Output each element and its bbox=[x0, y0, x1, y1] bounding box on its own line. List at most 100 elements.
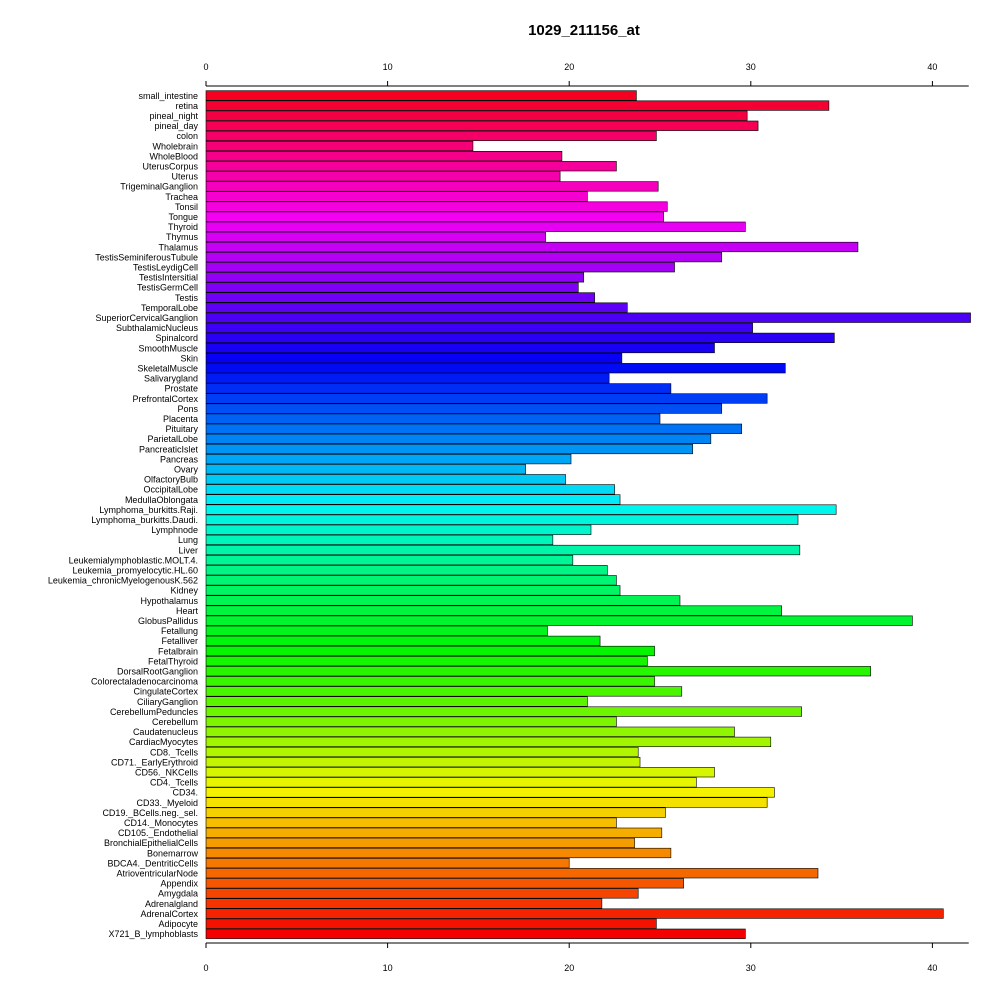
top-tick-label: 40 bbox=[927, 62, 937, 72]
bottom-x-axis: 0 10 20 30 40 bbox=[203, 942, 969, 973]
bar bbox=[205, 453, 572, 465]
category-label: PancreaticIslet bbox=[139, 444, 199, 454]
bars-group bbox=[205, 90, 971, 939]
bar bbox=[205, 686, 683, 697]
bar bbox=[205, 90, 637, 101]
bar bbox=[205, 443, 693, 455]
bar bbox=[205, 373, 610, 384]
bottom-tick-label: 30 bbox=[746, 963, 756, 973]
top-tick-label: 30 bbox=[746, 62, 756, 72]
category-label: Trachea bbox=[165, 192, 198, 202]
bar bbox=[205, 756, 641, 768]
bar bbox=[205, 807, 666, 818]
category-label: BDCA4._DentriticCells bbox=[107, 858, 198, 868]
category-label: Adrenalgland bbox=[145, 899, 198, 909]
category-label: Leukemia_chronicMyelogenousK.562 bbox=[48, 576, 198, 586]
bar bbox=[205, 706, 802, 717]
category-label: Lymphoma_burkitts.Daudi. bbox=[91, 515, 198, 525]
bar bbox=[205, 696, 588, 707]
category-label: Salivarygland bbox=[144, 374, 198, 384]
category-label: TrigeminalGanglion bbox=[120, 182, 198, 192]
bar bbox=[205, 726, 735, 737]
top-x-axis: 0 10 20 30 40 bbox=[203, 62, 969, 87]
category-label: Placenta bbox=[163, 414, 198, 424]
bar bbox=[205, 352, 623, 364]
bar bbox=[205, 191, 588, 202]
bar bbox=[205, 585, 621, 596]
category-label: CerebellumPeduncles bbox=[110, 707, 199, 717]
category-label: OccipitalLobe bbox=[143, 485, 198, 495]
bar bbox=[205, 423, 743, 434]
bar bbox=[205, 302, 628, 313]
category-label: small_intestine bbox=[138, 91, 198, 101]
category-label: pineal_night bbox=[149, 111, 198, 121]
bar bbox=[205, 928, 746, 939]
category-label: OlfactoryBulb bbox=[144, 475, 198, 485]
chart-title: 1029_211156_at bbox=[528, 22, 640, 39]
category-label: Pons bbox=[177, 404, 198, 414]
bar bbox=[205, 868, 819, 879]
bar bbox=[205, 484, 615, 495]
bottom-tick-label: 0 bbox=[203, 963, 208, 973]
bar bbox=[205, 676, 655, 687]
bar bbox=[205, 565, 608, 576]
category-label: Leukemia_promyelocytic.HL.60 bbox=[72, 566, 198, 576]
bar bbox=[205, 393, 768, 404]
top-tick-label: 10 bbox=[383, 62, 393, 72]
category-label: Pituitary bbox=[165, 424, 198, 434]
category-label: SkeletalMuscle bbox=[137, 364, 198, 374]
category-label: CD14._Monocytes bbox=[124, 818, 199, 828]
bar bbox=[205, 544, 801, 556]
category-label: Ovary bbox=[174, 465, 199, 475]
category-label: TestisLeydigCell bbox=[133, 263, 198, 273]
bar bbox=[205, 767, 715, 778]
category-label: CD34. bbox=[172, 788, 198, 798]
bar bbox=[205, 857, 570, 869]
category-label: retina bbox=[175, 101, 198, 111]
category-label: CingulateCortex bbox=[133, 687, 198, 697]
bar bbox=[205, 383, 672, 394]
category-label: Adipocyte bbox=[158, 919, 198, 929]
category-label: Fetalliver bbox=[161, 636, 198, 646]
category-label: CD56._NKCells bbox=[135, 768, 199, 778]
category-label: CD4._Tcells bbox=[150, 778, 199, 788]
bar bbox=[205, 181, 659, 192]
bar bbox=[205, 474, 566, 485]
bar bbox=[205, 605, 782, 616]
category-label: Hypothalamus bbox=[140, 596, 198, 606]
category-label: Wholebrain bbox=[152, 141, 198, 151]
category-label: CD105._Endothelial bbox=[118, 828, 198, 838]
bar bbox=[205, 161, 617, 172]
category-label: Amygdala bbox=[158, 889, 198, 899]
bar bbox=[205, 655, 648, 667]
bar bbox=[205, 837, 635, 848]
category-label: Testis bbox=[175, 293, 199, 303]
category-label: Fetalbrain bbox=[158, 646, 198, 656]
bar bbox=[205, 918, 657, 929]
category-label: UterusCorpus bbox=[142, 162, 198, 172]
category-label: TestisSeminiferousTubule bbox=[95, 252, 198, 262]
category-label: BronchialEpithelialCells bbox=[104, 838, 199, 848]
category-label: Pancreas bbox=[160, 454, 199, 464]
bottom-tick-label: 20 bbox=[564, 963, 574, 973]
bar bbox=[205, 847, 672, 859]
bar bbox=[205, 554, 574, 566]
category-label: colon bbox=[176, 131, 198, 141]
bar bbox=[205, 282, 579, 293]
category-label: Lung bbox=[178, 535, 198, 545]
bar bbox=[205, 494, 621, 505]
category-label: GlobusPallidus bbox=[138, 616, 199, 626]
category-label: Thyroid bbox=[168, 222, 198, 232]
category-label: CD8._Tcells bbox=[150, 747, 199, 757]
bar bbox=[205, 827, 663, 838]
bar bbox=[205, 241, 859, 253]
bar bbox=[205, 120, 759, 131]
bar bbox=[205, 413, 661, 424]
category-label: CD19._BCells.neg._sel. bbox=[102, 808, 198, 818]
category-label: Lymphnode bbox=[151, 525, 198, 535]
category-label: Colorectaladenocarcinoma bbox=[91, 677, 198, 687]
bar bbox=[205, 504, 837, 515]
category-label: CD33._Myeloid bbox=[136, 798, 198, 808]
bar bbox=[205, 595, 681, 606]
